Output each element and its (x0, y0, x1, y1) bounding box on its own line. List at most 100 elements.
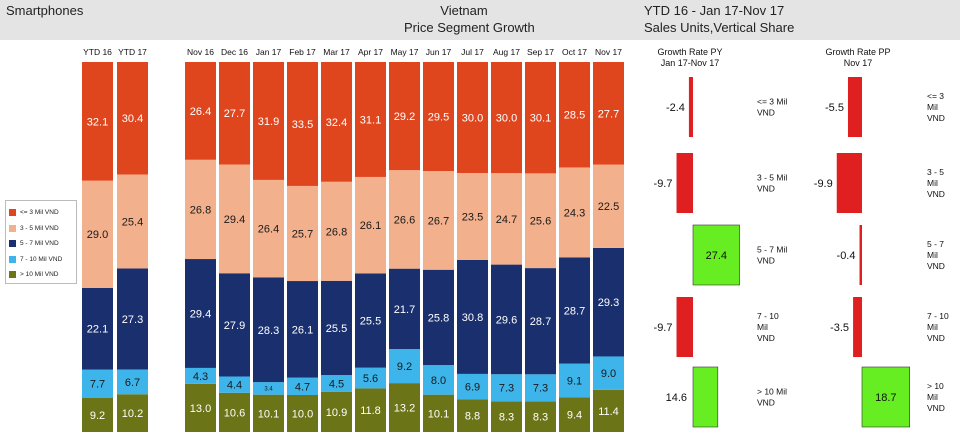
bar-segment (82, 62, 113, 181)
data-label: 27.3 (122, 314, 143, 326)
bar-segment (219, 273, 250, 377)
x-tick-label: Dec 16 (221, 47, 248, 57)
segment-label: <= 3 (927, 91, 944, 101)
data-label: 26.1 (360, 220, 381, 232)
data-label: 8.8 (465, 411, 480, 423)
segment-label: VND (757, 333, 775, 343)
legend-item: > 10 Mil VND (9, 267, 73, 283)
growth-title: Growth Rate PY (657, 47, 722, 57)
data-label: 11.4 (598, 406, 619, 418)
chart-title: Price Segment Growth (404, 20, 535, 35)
bar-segment (287, 185, 318, 282)
data-label: 4.5 (329, 378, 344, 390)
bar-segment (219, 62, 250, 165)
bar-segment (559, 257, 590, 364)
x-tick-label: Aug 17 (493, 47, 520, 57)
segment-label: Mil (927, 392, 938, 402)
growth-value: -0.4 (837, 250, 856, 262)
legend-label: 3 - 5 Mil VND (20, 224, 59, 232)
data-label: 3.4 (264, 387, 273, 393)
growth-bar (859, 225, 862, 285)
bar-segment (423, 62, 454, 172)
data-label: 7.3 (533, 383, 548, 395)
data-label: 6.9 (465, 382, 480, 394)
growth-bar (676, 153, 693, 213)
x-tick-label: YTD 17 (118, 47, 147, 57)
growth-bar (861, 366, 910, 428)
bar-segment (423, 171, 454, 270)
bar-segment (117, 268, 148, 370)
bar-segment (185, 383, 216, 432)
segment-label: VND (757, 398, 775, 408)
bar-segment (219, 392, 250, 432)
bar-segment (82, 369, 113, 398)
segment-label: VND (757, 256, 775, 266)
growth-subtitle: Nov 17 (844, 58, 873, 68)
bar-segment (389, 62, 420, 171)
data-label: 31.9 (258, 116, 279, 128)
x-tick-label: Nov 16 (187, 47, 214, 57)
bar-segment (491, 62, 522, 174)
bar-segment (389, 383, 420, 432)
data-label: 32.4 (326, 117, 347, 129)
growth-value: 27.4 (706, 250, 727, 262)
bar-segment (525, 374, 556, 402)
data-label: 8.0 (431, 375, 446, 387)
data-label: 27.7 (598, 108, 619, 120)
legend-swatch (9, 209, 16, 217)
data-label: 32.1 (87, 116, 108, 128)
bar-segment (457, 259, 488, 374)
bar-segment (457, 173, 488, 260)
data-label: 22.5 (598, 201, 619, 213)
header-bar: Smartphones Vietnam Price Segment Growth… (0, 0, 960, 40)
data-label: 33.5 (292, 119, 313, 131)
x-tick-label: Mar 17 (323, 47, 350, 57)
country-title: Vietnam (440, 3, 488, 18)
bar-segment (117, 394, 148, 432)
x-tick-label: Feb 17 (289, 47, 316, 57)
bar-segment (491, 374, 522, 402)
data-label: 24.3 (564, 207, 585, 219)
legend-item: <= 3 Mil VND (9, 205, 73, 221)
bar-segment (219, 164, 250, 274)
legend-label: 5 - 7 Mil VND (20, 240, 59, 248)
data-label: 6.7 (125, 377, 140, 389)
bar-segment (593, 356, 624, 390)
bar-segment (559, 397, 590, 432)
data-label: 25.6 (530, 216, 551, 228)
growth-bar (676, 297, 693, 357)
x-tick-label: Jun 17 (426, 47, 452, 57)
data-label: 4.3 (193, 371, 208, 383)
segment-label: 3 - 5 Mil (757, 173, 787, 183)
bar-segment (287, 62, 318, 186)
segment-label: VND (927, 403, 945, 413)
data-label: 8.3 (533, 412, 548, 424)
legend-item: 5 - 7 Mil VND (9, 236, 73, 252)
data-label: 29.5 (428, 111, 449, 123)
data-label: 21.7 (394, 304, 415, 316)
growth-value: -9.9 (814, 178, 833, 190)
data-label: 29.4 (224, 214, 245, 226)
bar-segment (525, 268, 556, 375)
bar-segment (185, 62, 216, 160)
bar-segment (491, 264, 522, 375)
data-label: 25.5 (360, 316, 381, 328)
x-tick-label: Nov 17 (595, 47, 622, 57)
segment-label: 3 - 5 (927, 167, 944, 177)
bar-segment (253, 62, 284, 180)
segment-label: Mil (927, 250, 938, 260)
bar-segment (423, 365, 454, 395)
bar-segment (253, 382, 284, 395)
data-label: 9.1 (567, 375, 582, 387)
growth-bar (688, 77, 693, 137)
data-label: 26.8 (190, 204, 211, 216)
bar-segment (287, 395, 318, 432)
segment-label: Mil (927, 102, 938, 112)
segment-label: 5 - 7 Mil (757, 245, 787, 255)
bar-segment (117, 369, 148, 395)
growth-value: 14.6 (666, 392, 687, 404)
segment-label: VND (927, 113, 945, 123)
growth-bar (847, 77, 862, 137)
bar-segment (185, 259, 216, 368)
